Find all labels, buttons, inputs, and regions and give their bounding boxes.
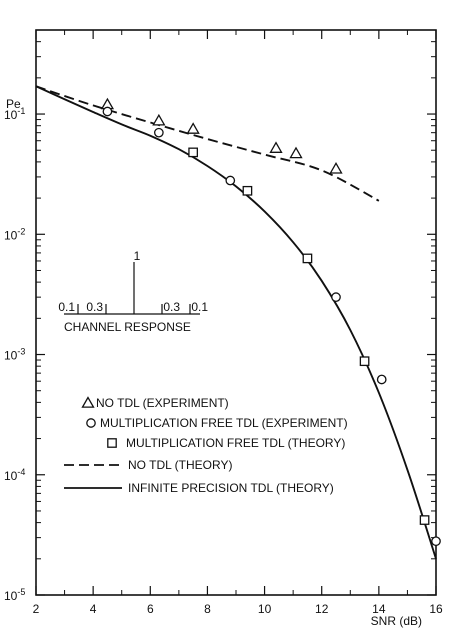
y-axis-ticks: 10-110-210-310-410-5 [4, 41, 436, 603]
y-tick-label: 10-5 [4, 587, 25, 603]
legend-entry-label: MULTIPLICATION FREE TDL (EXPERIMENT) [100, 416, 348, 430]
y-tick-exponent: -5 [17, 587, 25, 597]
legend: NO TDL (EXPERIMENT) MULTIPLICATION FREE T… [64, 396, 348, 495]
x-tick-label: 14 [372, 602, 386, 616]
square-data-point [302, 253, 313, 264]
inset-title: CHANNEL RESPONSE [64, 320, 191, 334]
inset-tap-label: 0.1 [191, 300, 208, 314]
infinite-precision-theory-line [35, 85, 437, 560]
inset-tap-label: 0.3 [86, 300, 103, 314]
no-tdl-theory-line [35, 85, 380, 202]
x-tick-label: 4 [90, 602, 97, 616]
inset-tap-label: 0.1 [58, 300, 75, 314]
legend-triangle-swatch [81, 396, 95, 408]
x-axis-ticks: 2 4 6 8 10 12 14 16 [33, 30, 443, 616]
x-tick-label: 8 [204, 602, 211, 616]
y-axis-label: Pe [6, 97, 21, 111]
x-tick-label: 10 [258, 602, 272, 616]
square-data-point [359, 356, 370, 367]
y-tick-base: 10 [4, 228, 18, 242]
circle-data-point [154, 127, 164, 138]
x-axis-label: SNR (dB) [371, 614, 422, 628]
y-tick-exponent: -3 [17, 347, 25, 357]
y-tick-base: 10 [4, 469, 18, 483]
triangle-data-point [329, 162, 343, 174]
y-tick-label: 10-2 [4, 226, 25, 242]
x-tick-label: 16 [429, 602, 443, 616]
y-tick-exponent: -4 [17, 467, 25, 477]
triangle-data-point [269, 141, 283, 153]
x-tick-label: 12 [315, 602, 329, 616]
circle-data-point [331, 292, 341, 303]
circle-data-point [431, 536, 441, 547]
y-tick-label: 10-4 [4, 467, 25, 483]
legend-square-swatch [107, 438, 117, 448]
x-tick-label: 6 [147, 602, 154, 616]
y-tick-exponent: -1 [17, 106, 25, 116]
y-tick-exponent: -2 [17, 226, 25, 236]
circle-data-point [376, 374, 387, 385]
series-lines [35, 85, 437, 560]
triangle-data-point [152, 113, 166, 126]
square-data-point [188, 147, 198, 158]
series-markers [100, 97, 441, 547]
legend-circle-swatch [86, 418, 96, 428]
y-tick-base: 10 [4, 108, 18, 122]
legend-entry-label: NO TDL (EXPERIMENT) [96, 396, 229, 410]
y-tick-label: 10-1 [4, 106, 25, 122]
legend-entry-label: MULTIPLICATION FREE TDL (THEORY) [126, 436, 345, 450]
y-tick-label: 10-3 [4, 347, 25, 363]
inset-tap-label: 1 [134, 249, 141, 263]
inset-tap-label: 0.3 [163, 300, 180, 314]
circle-data-point [225, 175, 236, 186]
y-tick-base: 10 [4, 589, 18, 603]
y-tick-base: 10 [4, 349, 18, 363]
circle-data-point [102, 106, 113, 117]
legend-entry-label: INFINITE PRECISION TDL (THEORY) [128, 481, 334, 495]
triangle-data-point [289, 146, 303, 159]
triangle-data-point [186, 122, 200, 134]
square-data-point [242, 185, 253, 196]
x-tick-label: 2 [33, 602, 40, 616]
square-data-point [419, 515, 430, 525]
legend-entry-label: NO TDL (THEORY) [128, 458, 232, 472]
